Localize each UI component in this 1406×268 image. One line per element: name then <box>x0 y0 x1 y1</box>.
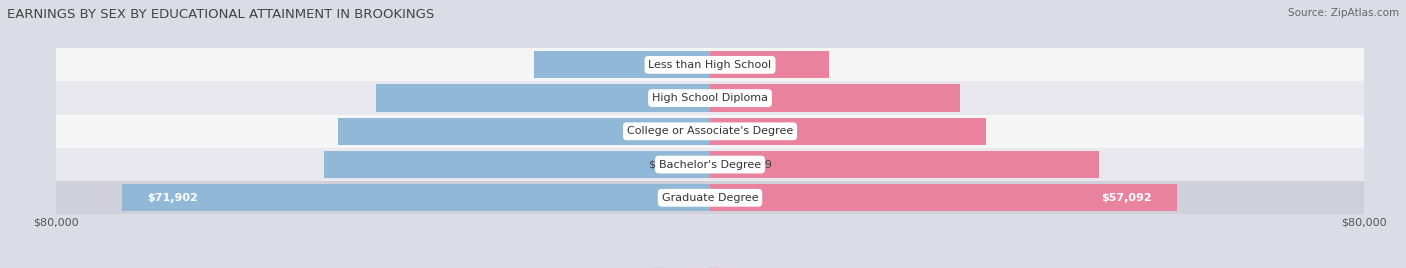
Text: Source: ZipAtlas.com: Source: ZipAtlas.com <box>1288 8 1399 18</box>
Bar <box>56 81 1364 115</box>
Bar <box>56 181 1364 214</box>
Text: $45,520: $45,520 <box>648 126 693 136</box>
Text: $47,539: $47,539 <box>727 159 772 170</box>
Text: $47,250: $47,250 <box>648 159 693 170</box>
Bar <box>56 48 1364 81</box>
Bar <box>122 184 710 211</box>
Bar <box>56 148 1364 181</box>
Text: $33,813: $33,813 <box>727 126 772 136</box>
Text: $21,573: $21,573 <box>648 60 693 70</box>
Text: College or Associate's Degree: College or Associate's Degree <box>627 126 793 136</box>
Text: Bachelor's Degree: Bachelor's Degree <box>659 159 761 170</box>
Text: High School Diploma: High School Diploma <box>652 93 768 103</box>
Bar <box>710 84 960 112</box>
Text: Less than High School: Less than High School <box>648 60 772 70</box>
Text: $71,902: $71,902 <box>148 193 198 203</box>
Bar <box>56 115 1364 148</box>
Text: $57,092: $57,092 <box>1101 193 1152 203</box>
Bar <box>323 151 710 178</box>
Bar <box>534 51 710 79</box>
Bar <box>337 118 710 145</box>
Bar <box>710 118 987 145</box>
Bar <box>375 84 710 112</box>
Bar <box>710 51 830 79</box>
Text: $14,583: $14,583 <box>727 60 772 70</box>
Text: $40,873: $40,873 <box>648 93 693 103</box>
Bar <box>710 151 1098 178</box>
Text: EARNINGS BY SEX BY EDUCATIONAL ATTAINMENT IN BROOKINGS: EARNINGS BY SEX BY EDUCATIONAL ATTAINMEN… <box>7 8 434 21</box>
Legend: Male, Female: Male, Female <box>648 264 772 268</box>
Text: $30,603: $30,603 <box>727 93 772 103</box>
Text: Graduate Degree: Graduate Degree <box>662 193 758 203</box>
Bar <box>710 184 1177 211</box>
